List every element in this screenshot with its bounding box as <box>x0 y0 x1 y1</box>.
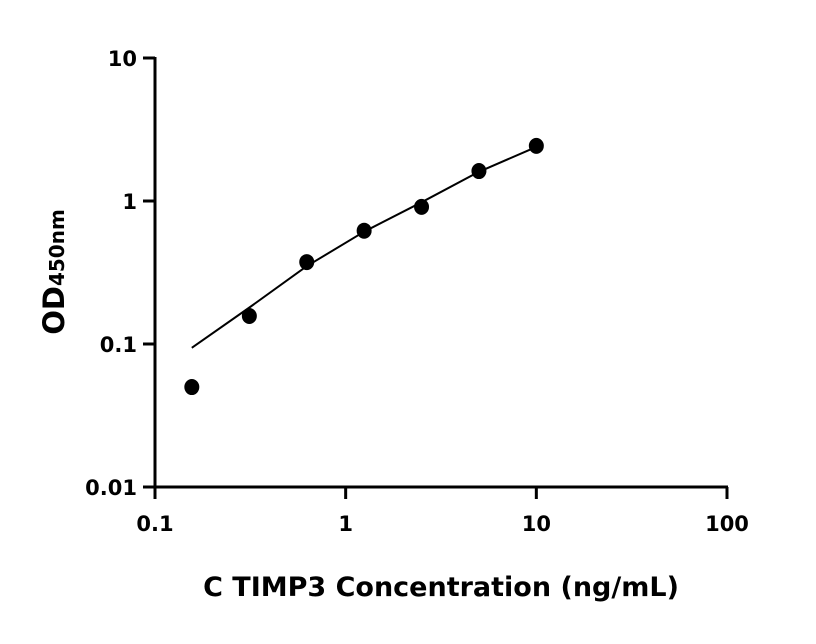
x-tick-label: 0.1 <box>136 512 173 536</box>
y-tick-label: 10 <box>108 47 137 71</box>
y-axis-label-main: OD <box>37 286 71 335</box>
x-tick-label: 100 <box>705 512 749 536</box>
x-tick-label: 1 <box>338 512 353 536</box>
y-tick-label: 0.01 <box>85 476 137 500</box>
y-tick-label: 0.1 <box>100 333 137 357</box>
axes: 0.1 1 10 100 0.01 0.1 1 10 <box>85 47 749 536</box>
data-point <box>241 307 257 324</box>
data-point <box>471 163 487 180</box>
y-axis-label: OD450nm <box>37 209 71 335</box>
data-point <box>299 254 315 271</box>
data-point <box>356 222 372 239</box>
points-layer <box>184 137 544 396</box>
y-axis-label-subscript: 450nm <box>45 209 69 286</box>
x-axis-label: C TIMP3 Concentration (ng/mL) <box>203 572 679 603</box>
data-point <box>414 198 430 215</box>
x-tick-label: 10 <box>522 512 551 536</box>
y-tick-label: 1 <box>122 190 137 214</box>
data-point <box>528 137 544 154</box>
data-point <box>184 379 200 396</box>
